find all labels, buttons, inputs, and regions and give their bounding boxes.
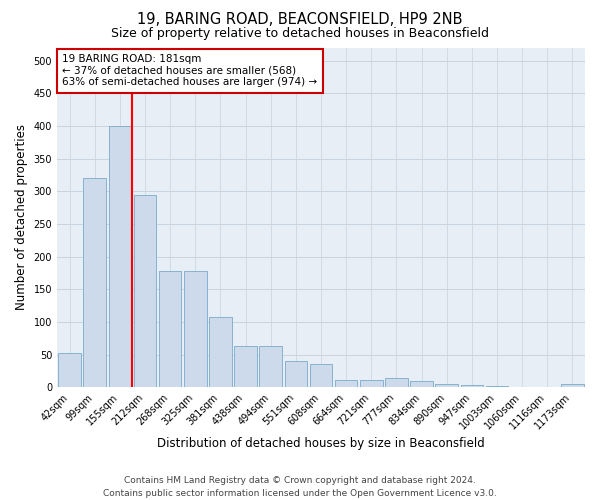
Bar bbox=[561, 384, 584, 388]
X-axis label: Distribution of detached houses by size in Beaconsfield: Distribution of detached houses by size … bbox=[157, 437, 485, 450]
Bar bbox=[259, 346, 282, 388]
Bar bbox=[485, 386, 508, 388]
Bar bbox=[83, 178, 106, 388]
Bar bbox=[335, 380, 358, 388]
Bar bbox=[134, 194, 157, 388]
Bar bbox=[159, 271, 181, 388]
Bar bbox=[209, 318, 232, 388]
Bar bbox=[360, 380, 383, 388]
Bar bbox=[109, 126, 131, 388]
Bar bbox=[410, 381, 433, 388]
Bar bbox=[310, 364, 332, 388]
Y-axis label: Number of detached properties: Number of detached properties bbox=[15, 124, 28, 310]
Text: Size of property relative to detached houses in Beaconsfield: Size of property relative to detached ho… bbox=[111, 28, 489, 40]
Bar bbox=[385, 378, 408, 388]
Bar bbox=[58, 354, 81, 388]
Bar bbox=[284, 362, 307, 388]
Bar bbox=[436, 384, 458, 388]
Text: Contains HM Land Registry data © Crown copyright and database right 2024.
Contai: Contains HM Land Registry data © Crown c… bbox=[103, 476, 497, 498]
Bar bbox=[234, 346, 257, 388]
Text: 19, BARING ROAD, BEACONSFIELD, HP9 2NB: 19, BARING ROAD, BEACONSFIELD, HP9 2NB bbox=[137, 12, 463, 28]
Bar bbox=[511, 387, 533, 388]
Bar bbox=[184, 271, 206, 388]
Text: 19 BARING ROAD: 181sqm
← 37% of detached houses are smaller (568)
63% of semi-de: 19 BARING ROAD: 181sqm ← 37% of detached… bbox=[62, 54, 317, 88]
Bar bbox=[536, 387, 559, 388]
Bar bbox=[461, 386, 483, 388]
